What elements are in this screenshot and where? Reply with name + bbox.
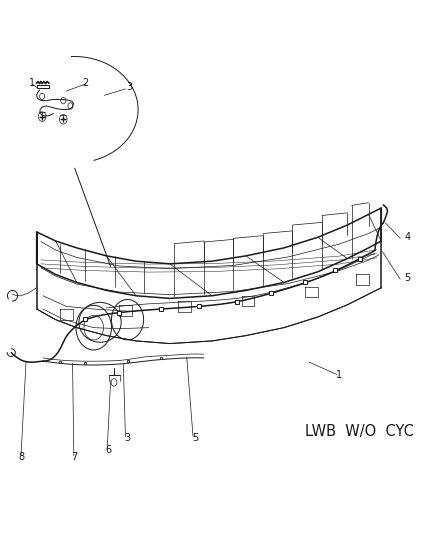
Text: 7: 7 [71, 452, 78, 462]
Text: 1: 1 [336, 370, 342, 381]
Text: 3: 3 [127, 82, 133, 92]
Text: 6: 6 [106, 445, 112, 455]
Text: 5: 5 [192, 433, 198, 443]
Text: 5: 5 [404, 273, 411, 283]
Text: 2: 2 [82, 78, 88, 88]
Text: 4: 4 [404, 232, 410, 243]
Text: 8: 8 [18, 452, 24, 462]
Text: 3: 3 [124, 433, 131, 443]
Text: 1: 1 [29, 78, 35, 88]
Text: LWB  W/O  CYC: LWB W/O CYC [305, 424, 414, 439]
